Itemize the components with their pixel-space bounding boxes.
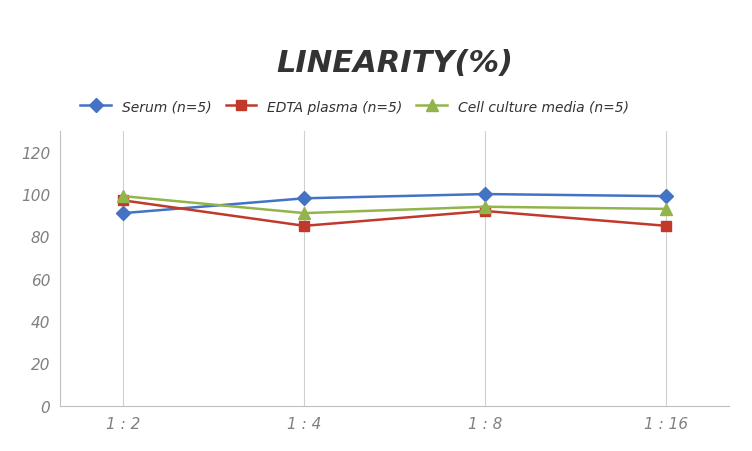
- EDTA plasma (n=5): [662, 224, 671, 229]
- EDTA plasma (n=5): [481, 209, 490, 214]
- EDTA plasma (n=5): [119, 198, 128, 204]
- Cell culture media (n=5): [481, 205, 490, 210]
- Cell culture media (n=5): [662, 207, 671, 212]
- Serum (n=5): [300, 196, 309, 202]
- Line: Serum (n=5): Serum (n=5): [119, 190, 671, 218]
- Serum (n=5): [662, 194, 671, 199]
- Line: Cell culture media (n=5): Cell culture media (n=5): [118, 191, 672, 219]
- Text: LINEARITY(%): LINEARITY(%): [276, 49, 514, 78]
- EDTA plasma (n=5): [300, 224, 309, 229]
- Cell culture media (n=5): [300, 211, 309, 216]
- Cell culture media (n=5): [119, 194, 128, 199]
- Legend: Serum (n=5), EDTA plasma (n=5), Cell culture media (n=5): Serum (n=5), EDTA plasma (n=5), Cell cul…: [80, 101, 629, 115]
- Line: EDTA plasma (n=5): EDTA plasma (n=5): [119, 196, 671, 231]
- Serum (n=5): [481, 192, 490, 198]
- Serum (n=5): [119, 211, 128, 216]
